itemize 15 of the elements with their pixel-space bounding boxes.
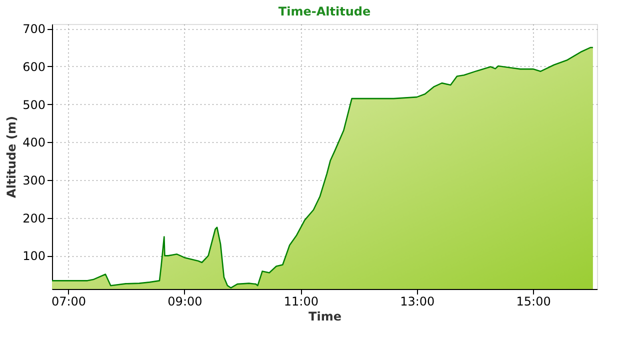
y-tick-label: 400 <box>22 136 46 150</box>
x-axis-title: Time <box>308 310 342 324</box>
x-tick-label: 15:00 <box>516 294 551 308</box>
y-tick-label: 100 <box>22 249 46 264</box>
y-tick-label: 500 <box>22 98 46 112</box>
y-axis-title: Altitude (m) <box>4 116 19 198</box>
x-tick-label: 07:00 <box>51 294 86 308</box>
chart-title: Time-Altitude <box>278 4 371 19</box>
x-tick-label: 11:00 <box>284 294 318 308</box>
y-tick-label: 700 <box>22 22 46 36</box>
y-tick-label: 200 <box>22 211 46 226</box>
x-tick-label: 13:00 <box>400 294 435 308</box>
y-tick-label: 300 <box>22 173 46 188</box>
x-tick-label: 09:00 <box>168 294 202 308</box>
y-tick-label: 600 <box>22 60 46 74</box>
